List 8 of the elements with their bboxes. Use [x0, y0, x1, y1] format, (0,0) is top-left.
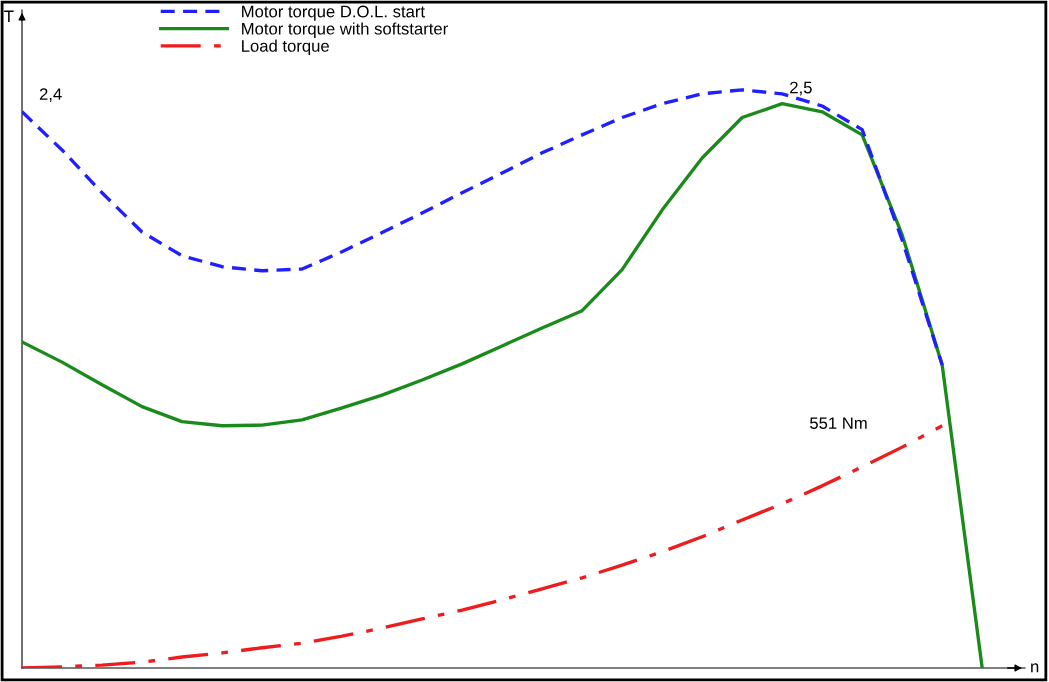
legend-label: Motor torque D.O.L. start — [242, 5, 425, 21]
legend-label: Load torque — [242, 39, 329, 56]
y-axis-title: T — [4, 10, 14, 23]
annotation: 551 Nm — [810, 417, 867, 430]
legend-label: Motor torque with softstarter — [242, 22, 448, 38]
annotation: 2,4 — [39, 88, 62, 102]
annotation: 2,5 — [790, 81, 812, 96]
x-axis-title: n — [1031, 663, 1039, 673]
